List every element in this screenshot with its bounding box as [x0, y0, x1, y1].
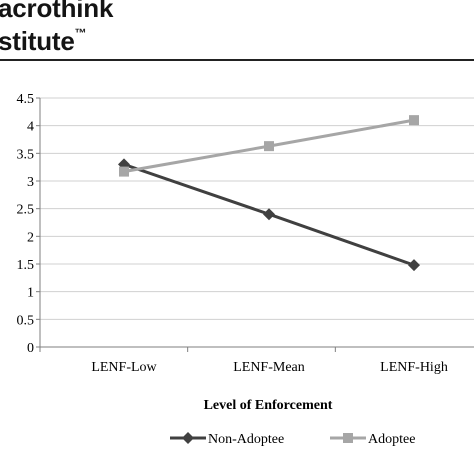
- data-point-square: [119, 166, 129, 177]
- x-tick-label: LENF-Mean: [233, 360, 305, 375]
- legend: Non-Adoptee Adoptee: [170, 432, 415, 447]
- y-tick-label: 4.5: [17, 92, 35, 107]
- y-tick-label: 1.5: [17, 258, 35, 273]
- y-tick-label: 3: [27, 175, 34, 190]
- legend-item: Adoptee: [330, 432, 415, 447]
- y-tick-label: 0: [27, 341, 34, 356]
- header-divider: [0, 59, 474, 61]
- y-tick-label: 1: [27, 286, 34, 301]
- data-point-square: [264, 141, 274, 152]
- logo-text-line1: acrothink: [0, 0, 114, 23]
- x-tick-label: LENF-Low: [91, 360, 157, 375]
- data-point-square: [343, 433, 353, 443]
- data-point-square: [409, 115, 419, 126]
- series-adoptee: [119, 115, 419, 177]
- y-tick-label: 2: [27, 230, 34, 245]
- y-tick-label: 4: [27, 120, 34, 135]
- x-axis-tick-labels: LENF-Low LENF-Mean LENF-High: [91, 360, 448, 375]
- data-point-diamond: [182, 432, 194, 444]
- data-series: [118, 115, 420, 272]
- y-axis-tick-labels: 0 0.5 1 1.5 2 2.5 3 3.5 4 4.5: [17, 92, 35, 356]
- x-axis-title: Level of Enforcement: [204, 398, 333, 413]
- series-non-adoptee: [118, 158, 420, 272]
- legend-item: Non-Adoptee: [170, 432, 284, 447]
- organization-logo: acrothink stitute™: [0, 0, 113, 54]
- axes: [36, 97, 474, 352]
- legend-label: Non-Adoptee: [208, 432, 284, 447]
- logo-text-line2: stitute: [0, 26, 75, 56]
- y-tick-label: 2.5: [17, 203, 35, 218]
- data-point-diamond: [263, 208, 275, 221]
- y-tick-label: 0.5: [17, 313, 35, 328]
- legend-label: Adoptee: [368, 432, 415, 447]
- trademark-mark: ™: [74, 26, 87, 40]
- x-tick-label: LENF-High: [380, 360, 448, 375]
- y-tick-label: 3.5: [17, 147, 35, 162]
- data-point-diamond: [408, 259, 420, 272]
